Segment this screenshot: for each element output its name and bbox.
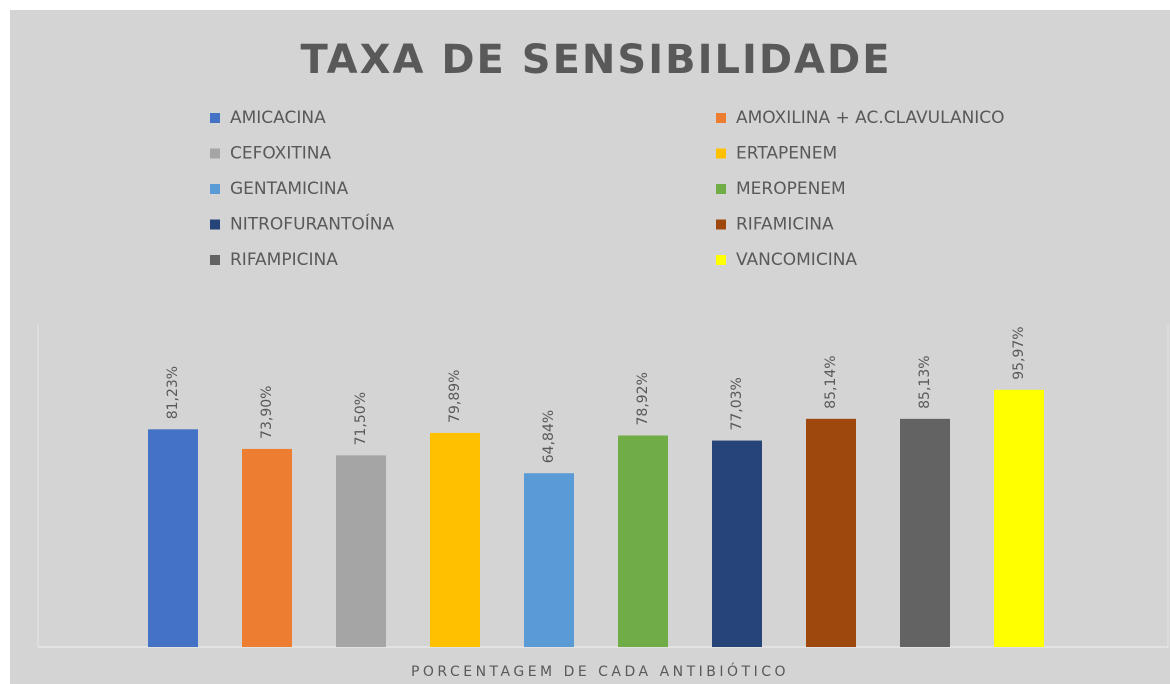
bar — [524, 473, 574, 647]
legend-label: RIFAMICINA — [736, 215, 834, 235]
data-label: 95,97% — [1011, 326, 1027, 379]
legend-label: CEFOXITINA — [230, 144, 331, 164]
legend-label: RIFAMPICINA — [230, 250, 338, 270]
legend-swatch — [716, 148, 726, 159]
data-label: 77,03% — [729, 377, 745, 430]
legend-swatch — [716, 113, 726, 123]
data-label: 73,90% — [259, 386, 275, 439]
data-label: 81,23% — [165, 366, 181, 419]
data-label: 85,14% — [823, 355, 839, 408]
legend-label: AMICACINA — [230, 108, 326, 128]
bar — [148, 429, 198, 647]
legend-label: ERTAPENEM — [736, 144, 837, 164]
legend-swatch — [716, 255, 726, 265]
legend-swatch — [210, 184, 220, 194]
chart-background — [10, 10, 1170, 684]
legend-label: NITROFURANTOÍNA — [230, 213, 394, 235]
legend-swatch — [210, 148, 220, 159]
legend-label: GENTAMICINA — [230, 179, 349, 199]
bar — [712, 440, 762, 647]
chart-title: TAXA DE SENSIBILIDADE — [300, 37, 891, 83]
bar — [900, 418, 950, 647]
legend-swatch — [210, 219, 220, 230]
legend-label: MEROPENEM — [736, 179, 846, 199]
bar — [994, 389, 1044, 647]
x-axis-label: PORCENTAGEM DE CADA ANTIBIÓTICO — [411, 662, 789, 680]
data-label: 78,92% — [635, 372, 651, 425]
legend-label: AMOXILINA + AC.CLAVULANICO — [736, 108, 1005, 128]
data-label: 79,89% — [447, 370, 463, 423]
legend-swatch — [210, 113, 220, 123]
data-label: 71,50% — [353, 392, 369, 445]
data-label: 85,13% — [917, 355, 933, 408]
bar — [336, 455, 386, 647]
legend-swatch — [210, 255, 220, 265]
legend-label: VANCOMICINA — [736, 250, 857, 270]
data-label: 64,84% — [541, 410, 557, 463]
bar — [242, 448, 292, 647]
legend-swatch — [716, 219, 726, 230]
bar — [618, 435, 668, 647]
bar — [806, 418, 856, 647]
legend-swatch — [716, 184, 726, 194]
bar — [430, 432, 480, 647]
